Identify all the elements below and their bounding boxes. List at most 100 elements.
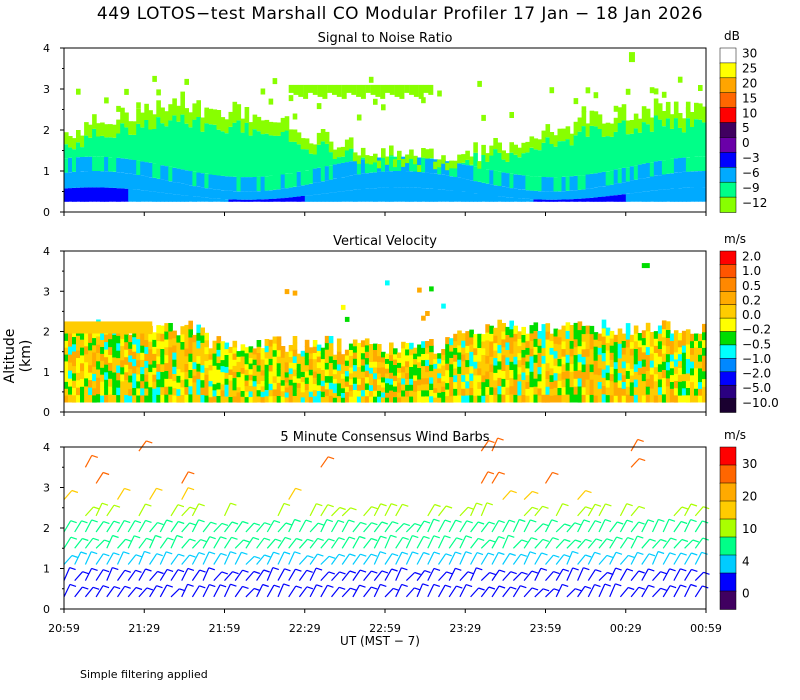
velocity-cell: [685, 336, 691, 345]
velocity-cell: [64, 333, 69, 341]
snr-cell: [617, 107, 623, 123]
velocity-cell: [525, 333, 530, 342]
snr-cell: [489, 155, 494, 171]
snr-cell: [298, 84, 304, 97]
velocity-cell: [72, 343, 77, 352]
wind-barb-flag: [144, 550, 151, 554]
velocity-cell: [148, 356, 153, 365]
snr-cell: [244, 177, 250, 192]
wind-barb-flag: [476, 502, 483, 506]
velocity-cell: [581, 356, 587, 365]
wind-barb: [395, 537, 404, 549]
wind-barb-flag: [637, 438, 644, 442]
snr-cell: [493, 170, 498, 186]
velocity-cell: [116, 372, 121, 381]
velocity-cell: [268, 370, 274, 378]
snr-cell: [256, 191, 262, 200]
wind-barb-flag: [370, 553, 378, 557]
velocity-cell: [581, 363, 587, 373]
wind-barb: [256, 569, 265, 581]
velocity-cell: [184, 371, 189, 380]
velocity-cell: [405, 396, 410, 403]
velocity-cell: [681, 394, 687, 403]
snr-cell: [100, 156, 105, 172]
snr-cell: [196, 172, 201, 187]
velocity-cell: [449, 357, 454, 365]
snr-colorbar-swatch: [719, 137, 737, 154]
wind-barb: [566, 522, 576, 533]
snr-cell: [64, 188, 69, 202]
wind-barb-flag: [595, 569, 602, 573]
wind-barb: [331, 537, 340, 549]
velocity-cell: [240, 396, 246, 403]
velocity-cell: [176, 335, 181, 343]
velocity-cell: [497, 369, 502, 378]
wind-barb: [245, 555, 255, 565]
velocity-cell: [228, 385, 234, 392]
velocity-cell: [260, 364, 266, 371]
velocity-cell: [621, 367, 627, 376]
snr-cell: [541, 199, 547, 202]
velocity-cell: [356, 342, 362, 350]
velocity-cell: [698, 333, 703, 342]
wind-barb-flag: [488, 440, 495, 444]
wind-barb-flag: [680, 520, 688, 525]
wind-colorbar-label: 0: [742, 587, 750, 601]
wind-barb: [470, 502, 477, 517]
snr-cell: [621, 104, 627, 121]
wind-barb: [373, 551, 381, 565]
snr-cell: [320, 166, 326, 182]
velocity-cell: [702, 362, 707, 372]
wind-barb: [459, 551, 467, 565]
wind-barb: [694, 552, 703, 565]
velocity-cell: [549, 388, 555, 396]
velocity-cell: [449, 382, 454, 390]
snr-cell: [124, 88, 129, 95]
velocity-cell: [152, 388, 157, 396]
snr-cell: [485, 183, 490, 195]
velocity-cell: [401, 359, 406, 367]
snr-cell: [248, 122, 254, 136]
velocity-cell: [120, 352, 125, 361]
velocity-cell: [405, 384, 410, 391]
wind-barb-flag: [102, 471, 110, 476]
velocity-cell: [501, 378, 506, 387]
wind-barb: [223, 502, 231, 517]
wind-barb: [298, 519, 307, 533]
wind-barb: [63, 520, 72, 533]
snr-cell: [605, 122, 611, 137]
velocity-cell: [220, 359, 226, 367]
snr-cell: [423, 84, 429, 93]
velocity-cell: [653, 359, 659, 368]
velocity-cell: [377, 373, 382, 380]
velocity-cell: [96, 336, 101, 345]
velocity-cell: [581, 333, 587, 342]
velocity-cell: [76, 342, 81, 351]
wind-barb: [448, 568, 456, 581]
velocity-cell: [148, 341, 153, 350]
velocity-cell: [489, 371, 494, 380]
snr-cell: [505, 187, 510, 198]
velocity-cell: [698, 361, 703, 369]
wind-barb-flag: [564, 523, 571, 527]
wind-barb: [523, 519, 531, 533]
wind-barb-flag: [551, 519, 558, 523]
velocity-cell: [373, 378, 378, 385]
wind-barb: [395, 504, 403, 517]
wind-barb: [523, 570, 533, 581]
snr-cell: [373, 188, 378, 202]
velocity-cell: [160, 348, 165, 357]
wind-barb-flag: [487, 552, 495, 556]
velocity-cell: [694, 333, 699, 341]
velocity-cell: [316, 396, 322, 403]
velocity-cell: [581, 379, 587, 388]
velocity-cell: [657, 363, 663, 372]
velocity-cell: [324, 349, 330, 357]
wind-barb-flag: [93, 506, 100, 510]
velocity-cell: [417, 373, 422, 380]
snr-cell: [681, 132, 687, 158]
velocity-cell: [80, 386, 85, 395]
velocity-cell: [437, 377, 442, 384]
velocity-cell: [465, 338, 470, 346]
velocity-cell: [573, 354, 579, 363]
